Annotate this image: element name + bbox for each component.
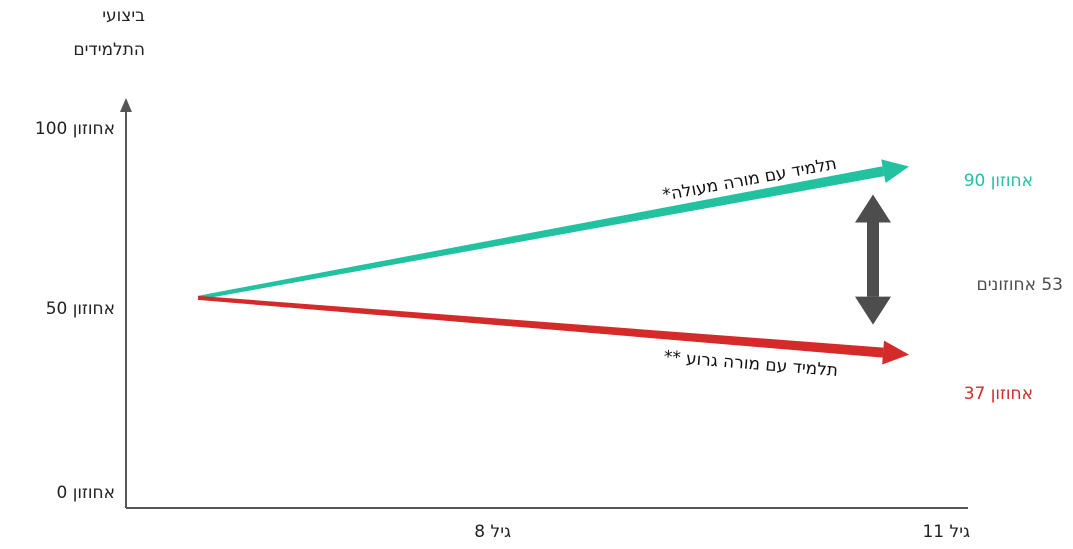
y-axis-title-line1: ביצועי [102, 6, 145, 26]
series-arrowhead-good-teacher [881, 159, 909, 184]
series-line-bad-teacher [197, 295, 884, 358]
series-arrowhead-bad-teacher [882, 340, 909, 365]
y-axis-arrowhead [120, 98, 132, 112]
green-end-label: אחוזון 90 [963, 171, 1033, 191]
series-line-good-teacher [197, 166, 885, 300]
x-tick-label-11: גיל 11 [922, 522, 970, 542]
red-end-label: אחוזון 37 [963, 384, 1033, 404]
gap-label: 53 אחוזונים [976, 275, 1063, 295]
gap-arrowhead-down [855, 296, 891, 325]
y-axis-title-line2: התלמידים [73, 40, 145, 60]
x-tick-label-8: גיל 8 [474, 522, 511, 542]
y-tick-label-50: אחוזון 50 [45, 299, 115, 319]
series-label-bad-teacher: תלמיד עם מורה גרוע ** [663, 347, 839, 381]
gap-arrowhead-up [855, 194, 891, 223]
y-tick-label-0: אחוזון 0 [56, 483, 115, 503]
gap-arrow-shaft [867, 220, 879, 297]
y-tick-label-100: אחוזון 100 [34, 119, 115, 139]
